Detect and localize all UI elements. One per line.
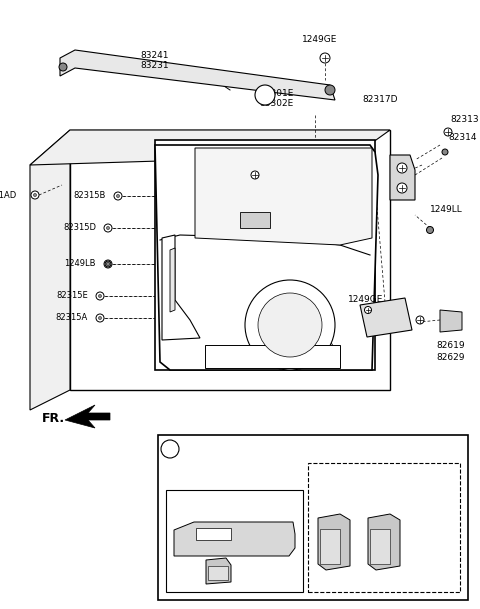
Text: 1249GE: 1249GE [302,35,338,44]
Polygon shape [174,522,295,556]
Text: 82314: 82314 [448,133,477,143]
Text: 93581F: 93581F [370,558,404,568]
Text: 1491AD: 1491AD [0,191,16,200]
Circle shape [325,85,335,95]
Text: 83231: 83231 [141,60,169,69]
Text: 82317D: 82317D [362,96,397,105]
Circle shape [161,440,179,458]
Polygon shape [65,405,110,428]
Text: 83302E: 83302E [260,99,294,108]
Circle shape [427,227,433,233]
Text: 82315D: 82315D [63,224,96,233]
Bar [208,566,228,580]
Text: 82313: 82313 [450,116,479,124]
Text: 82619: 82619 [437,340,465,350]
Text: 93580L: 93580L [236,463,270,473]
Circle shape [364,306,372,314]
Circle shape [107,262,109,266]
Bar [196,528,231,540]
Polygon shape [195,148,372,245]
Text: 93580R: 93580R [236,476,271,485]
Circle shape [320,53,330,63]
Text: 93581F: 93581F [201,576,235,585]
Text: 83241: 83241 [141,51,169,60]
Circle shape [107,227,109,230]
Text: a: a [262,90,268,100]
Circle shape [397,183,407,193]
Text: 93582B: 93582B [176,507,208,516]
Circle shape [34,194,36,197]
Polygon shape [440,310,462,332]
Polygon shape [60,50,335,100]
Text: 82315B: 82315B [73,191,106,200]
Circle shape [444,128,452,136]
Bar [158,435,468,600]
Circle shape [96,292,104,300]
Circle shape [258,293,322,357]
Circle shape [98,317,102,320]
Circle shape [416,316,424,324]
Text: 82315E: 82315E [56,292,88,300]
Polygon shape [206,558,231,584]
Polygon shape [30,130,390,165]
Polygon shape [170,248,175,312]
Polygon shape [318,514,350,570]
Text: a: a [167,444,173,454]
Circle shape [105,261,111,267]
Text: FR.: FR. [42,412,65,424]
Circle shape [96,314,104,322]
Polygon shape [155,145,378,370]
Circle shape [442,149,448,155]
Circle shape [31,191,39,199]
Bar [370,529,390,564]
Circle shape [104,224,112,232]
Text: 82620: 82620 [306,356,334,365]
Text: 82629: 82629 [437,353,465,362]
Text: 1249LL: 1249LL [430,205,463,214]
Polygon shape [205,345,340,368]
Text: (W/SEAT WARMER: (W/SEAT WARMER [313,471,388,479]
Circle shape [251,171,259,179]
Circle shape [397,163,407,173]
Polygon shape [162,235,200,340]
Polygon shape [390,155,415,200]
Text: 93582A: 93582A [176,496,208,504]
Text: 83301E: 83301E [260,88,294,97]
Text: 1249LB: 1249LB [64,259,96,269]
Bar [166,490,303,592]
Bar [308,463,460,592]
Polygon shape [70,130,390,390]
Text: 1249GE: 1249GE [348,295,384,304]
Text: (HEATER)-ON/OFF): (HEATER)-ON/OFF) [313,482,391,491]
Polygon shape [360,298,412,337]
Text: 82734A: 82734A [250,150,285,160]
Text: 82610: 82610 [306,343,334,353]
Circle shape [98,294,102,298]
Circle shape [117,194,120,197]
Circle shape [255,85,275,105]
Bar [240,212,270,228]
Circle shape [104,260,112,268]
Polygon shape [155,140,375,370]
Circle shape [245,280,335,370]
Circle shape [59,63,67,71]
Text: 82315A: 82315A [56,314,88,323]
Text: 93752: 93752 [324,576,352,585]
Bar [320,529,340,564]
Circle shape [114,192,122,200]
Polygon shape [30,130,70,410]
Polygon shape [368,514,400,570]
